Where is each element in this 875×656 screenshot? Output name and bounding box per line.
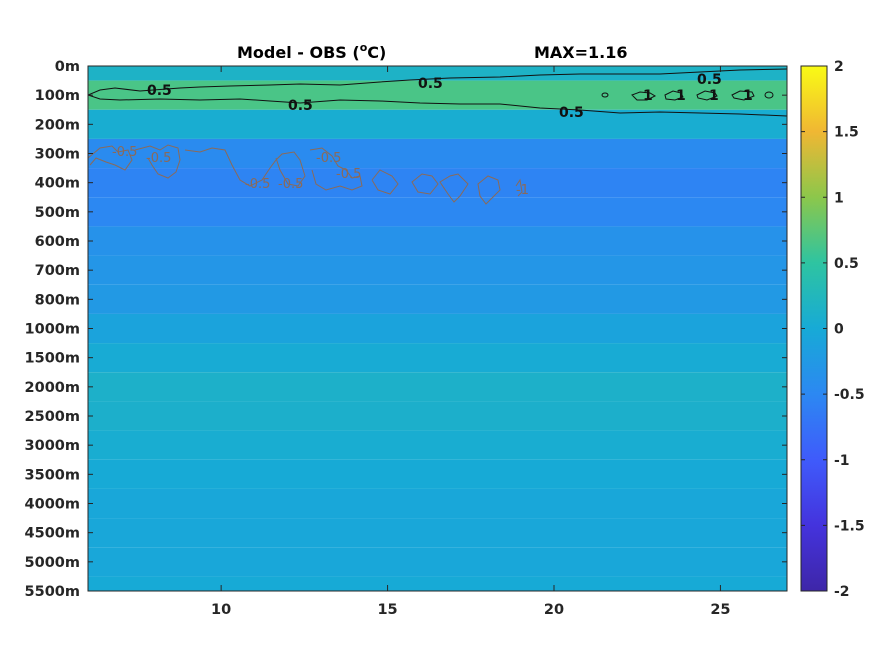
contour-label: -0.5 xyxy=(336,167,361,182)
contour-label: 0.5 xyxy=(147,83,172,99)
y-tick-label: 200m xyxy=(35,117,80,133)
contour-label: -0.5 xyxy=(278,177,303,192)
contour-pos-1-loops xyxy=(601,90,774,101)
heatmap-band xyxy=(88,226,787,256)
heatmap-band xyxy=(88,372,787,402)
colorbar-tick-label: -1 xyxy=(834,453,850,469)
x-tick-label: 20 xyxy=(544,602,564,618)
y-tick-label: 3500m xyxy=(25,467,80,483)
contour-pos-0.5-lower xyxy=(88,94,787,117)
contour-label: 1 xyxy=(743,88,753,104)
y-tick-label: 0m xyxy=(55,59,80,75)
heatmap-band xyxy=(88,313,787,344)
heatmap-band xyxy=(88,66,787,81)
heatmap-band xyxy=(88,255,787,285)
heatmap-band xyxy=(88,197,787,227)
contour-label: 0.5 xyxy=(288,98,313,114)
heatmap-band xyxy=(88,547,787,577)
colorbar-tick-label: 1 xyxy=(834,190,844,206)
colorbar xyxy=(800,65,828,592)
y-tick-label: 2500m xyxy=(25,409,80,425)
y-tick-label: 1500m xyxy=(25,351,80,367)
contour-label: -0.5 xyxy=(146,151,171,166)
colorbar-tick-label: 0 xyxy=(834,322,844,338)
x-tick-label: 25 xyxy=(710,602,730,618)
y-tick-label: 1000m xyxy=(25,322,80,338)
colorbar-tick-label: -1.5 xyxy=(834,518,865,534)
heatmap-band xyxy=(88,284,787,314)
y-tick-label: 4000m xyxy=(25,497,80,513)
colorbar-tick-label: -2 xyxy=(834,584,850,600)
contour-label: -0.5 xyxy=(112,145,137,160)
y-tick-label: 4500m xyxy=(25,526,80,542)
y-tick-label: 5000m xyxy=(25,555,80,571)
contour-neg-0.5 xyxy=(88,144,523,205)
max-label: MAX=1.16 xyxy=(534,43,628,62)
contour-label: 1 xyxy=(676,88,686,104)
heatmap-band xyxy=(88,343,787,373)
y-tick-label: 500m xyxy=(35,205,80,221)
heatmap-band xyxy=(88,80,787,110)
x-tick-label: 15 xyxy=(377,602,397,618)
contour-label: 0.5 xyxy=(418,76,443,92)
y-tick-label: 300m xyxy=(35,147,80,163)
contour-label: -1 xyxy=(516,183,529,198)
colorbar-ticks: 2 1.5 1 0.5 0 -0.5 -1 -1.5 -2 xyxy=(801,59,865,600)
contour-label: 0.5 xyxy=(559,105,584,121)
x-axis: 10 15 20 25 xyxy=(211,66,731,618)
contour-lines xyxy=(88,68,787,205)
contour-label: 0.5 xyxy=(697,72,722,88)
heatmap-band xyxy=(88,518,787,548)
y-tick-label: 100m xyxy=(35,88,80,104)
heatmap-band xyxy=(88,401,787,431)
contour-label: -0.5 xyxy=(245,177,270,192)
y-tick-label: 800m xyxy=(35,292,80,308)
contour-pos-0.5-upper xyxy=(88,68,787,96)
y-tick-label: 2000m xyxy=(25,380,80,396)
heatmap-band xyxy=(88,459,787,489)
chart-title: Model - OBS (oC) xyxy=(237,41,386,62)
heatmap-band xyxy=(88,576,787,591)
contour-label: 1 xyxy=(643,88,653,104)
heatmap-band xyxy=(88,430,787,460)
colorbar-tick-label: 1.5 xyxy=(834,125,859,141)
heatmap-band xyxy=(88,138,787,169)
y-tick-label: 600m xyxy=(35,234,80,250)
y-tick-label: 700m xyxy=(35,263,80,279)
y-tick-label: 3000m xyxy=(25,438,80,454)
colorbar-tick-label: 0.5 xyxy=(834,256,859,272)
x-tick-label: 10 xyxy=(211,602,231,618)
contour-label: 1 xyxy=(709,88,719,104)
heatmap-band xyxy=(88,109,787,139)
y-tick-label: 5500m xyxy=(25,584,80,600)
colorbar-tick-label: 2 xyxy=(834,59,844,75)
contour-label: -0.5 xyxy=(316,151,341,166)
y-tick-label: 400m xyxy=(35,176,80,192)
colorbar-tick-label: -0.5 xyxy=(834,387,865,403)
contour-labels: 0.5 0.5 0.5 0.5 0.5 1 1 1 1 -0.5 -0.5 -0… xyxy=(112,72,753,198)
heatmap-band xyxy=(88,488,787,519)
y-axis: 0m 100m 200m 300m 400m 500m 600m 700m 800m 1000m 1… xyxy=(25,59,787,600)
heatmap-field xyxy=(88,66,787,591)
